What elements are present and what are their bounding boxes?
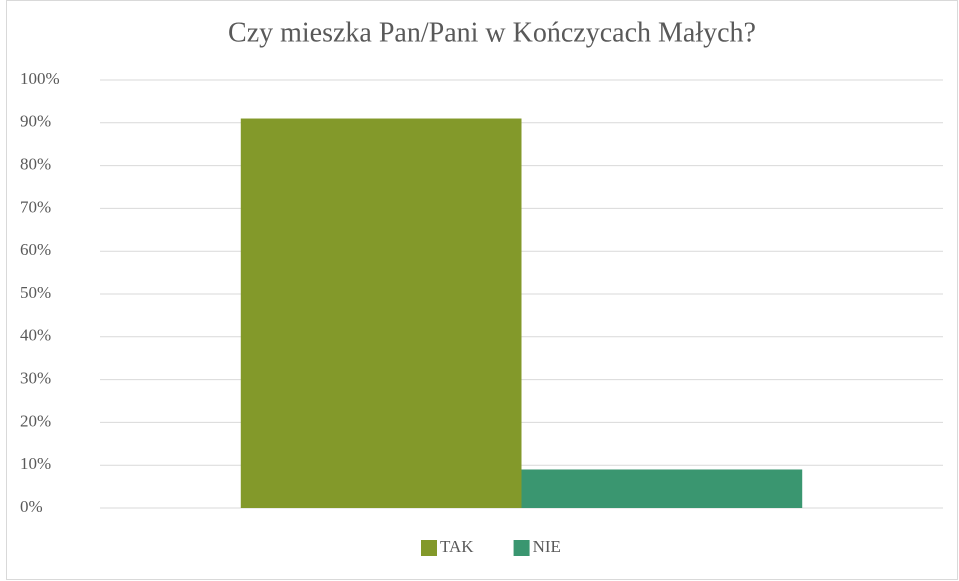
y-tick-label: 50% bbox=[20, 283, 51, 302]
y-tick-label: 0% bbox=[20, 497, 43, 516]
y-tick-label: 60% bbox=[20, 240, 51, 259]
y-tick-label: 100% bbox=[20, 69, 60, 88]
legend-label: NIE bbox=[533, 537, 561, 556]
y-tick-label: 80% bbox=[20, 155, 51, 174]
y-tick-label: 10% bbox=[20, 454, 51, 473]
y-tick-label: 20% bbox=[20, 411, 51, 430]
bar bbox=[521, 469, 803, 508]
bar bbox=[240, 118, 522, 509]
legend-swatch bbox=[421, 540, 437, 556]
y-tick-label: 70% bbox=[20, 197, 51, 216]
y-tick-label: 30% bbox=[20, 369, 51, 388]
y-tick-label: 90% bbox=[20, 112, 51, 131]
legend-swatch bbox=[513, 540, 530, 556]
legend-label: TAK bbox=[440, 537, 474, 556]
chart-title: Czy mieszka Pan/Pani w Kończycach Małych… bbox=[228, 17, 756, 48]
y-tick-label: 40% bbox=[20, 326, 51, 345]
